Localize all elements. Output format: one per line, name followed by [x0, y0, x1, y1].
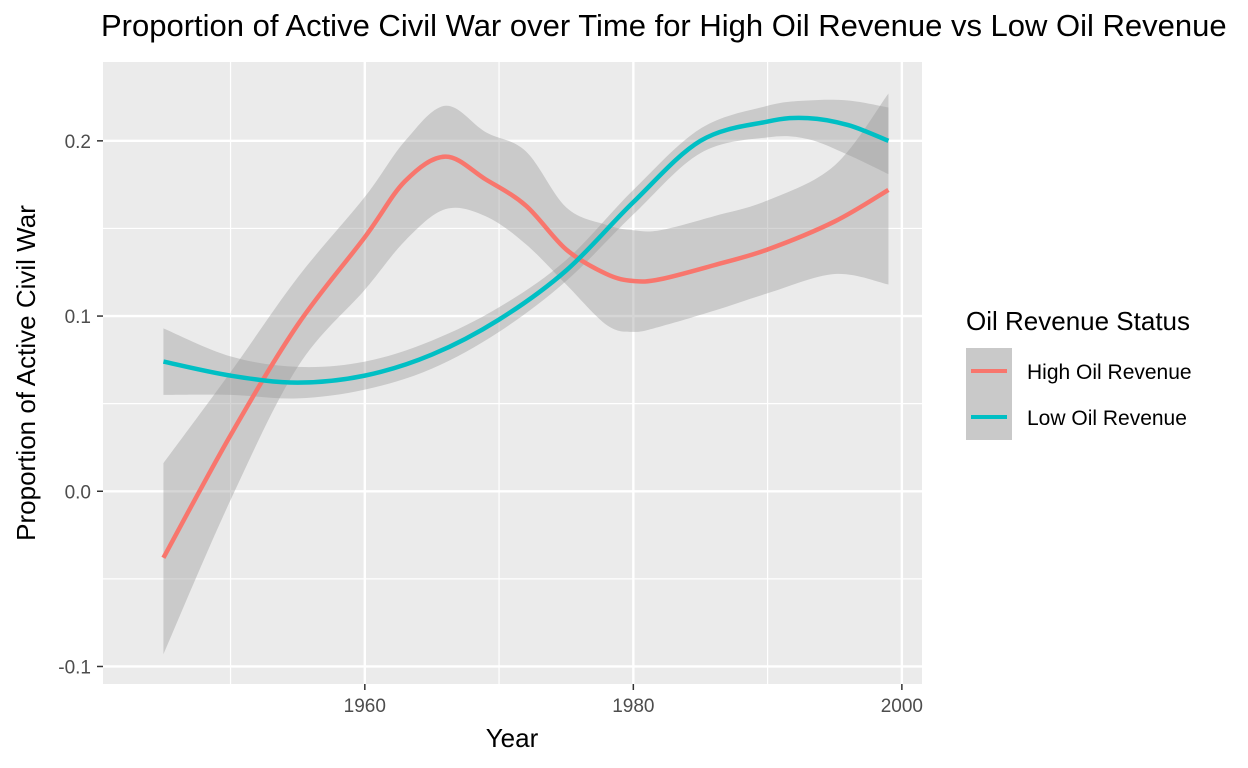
ci-band-low-oil-revenue: [163, 99, 889, 399]
grid-major: [103, 62, 922, 684]
x-axis: 1960 1980 2000: [344, 684, 923, 717]
y-tick-label: 0.1: [65, 307, 91, 328]
plot-panel: [103, 62, 922, 684]
chart-title: Proportion of Active Civil War over Time…: [101, 8, 1227, 43]
confidence-bands: [163, 93, 889, 655]
legend: Oil Revenue Status High Oil Revenue Low …: [966, 306, 1192, 440]
legend-label-low-oil: Low Oil Revenue: [1027, 407, 1187, 430]
ci-band-high-oil-revenue: [163, 93, 889, 655]
series-line-high-oil-revenue: [161, 154, 890, 559]
y-tick-label: 0.0: [65, 482, 91, 503]
grid-minor: [103, 62, 922, 684]
legend-title: Oil Revenue Status: [966, 306, 1190, 336]
series-lines: [161, 115, 890, 559]
series-line-low-oil-revenue: [162, 115, 890, 385]
y-axis-title: Proportion of Active Civil War: [11, 205, 41, 541]
x-axis-title: Year: [486, 723, 539, 753]
y-tick-label: 0.2: [65, 132, 91, 153]
y-tick-label: -0.1: [58, 657, 91, 678]
x-tick-label: 2000: [881, 696, 923, 717]
x-tick-label: 1980: [612, 696, 654, 717]
legend-label-high-oil: High Oil Revenue: [1027, 361, 1192, 384]
x-tick-label: 1960: [344, 696, 386, 717]
y-axis: -0.1 0.0 0.1 0.2: [58, 132, 103, 678]
